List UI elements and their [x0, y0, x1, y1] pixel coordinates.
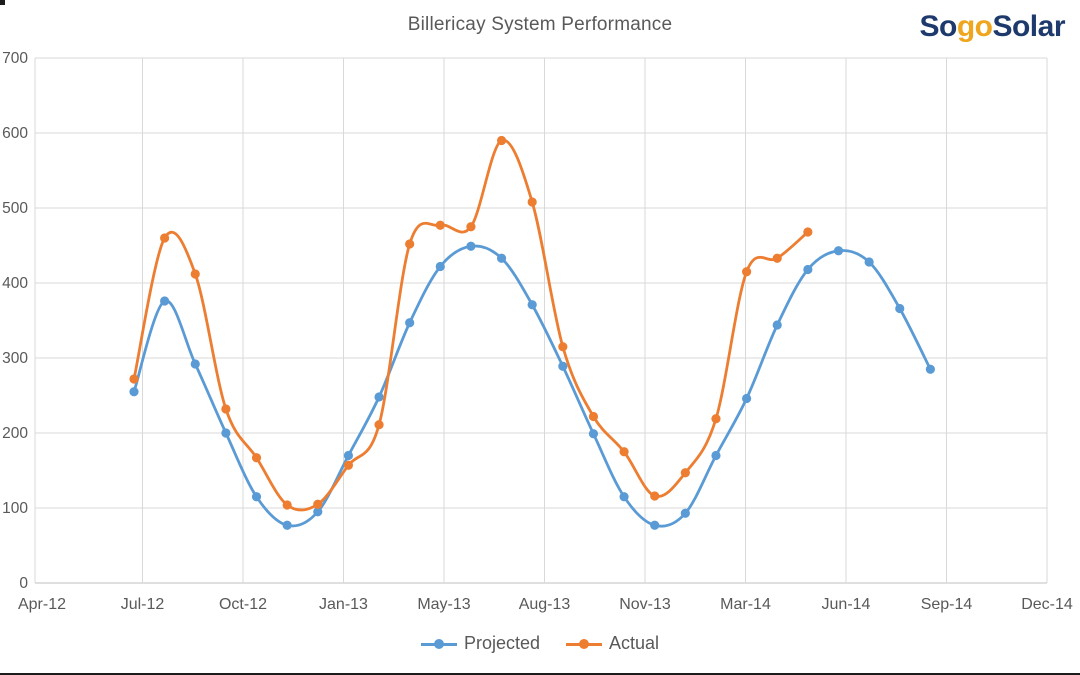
data-point-marker-projected: [650, 520, 660, 530]
data-point-marker-projected: [190, 359, 200, 369]
chart-legend: Projected Actual: [0, 633, 1080, 654]
data-point-marker-projected: [527, 300, 537, 310]
y-tick-label: 700: [2, 50, 28, 67]
data-point-marker-actual: [527, 197, 537, 207]
x-tick-label: Jun-14: [822, 596, 871, 613]
legend-item-projected: Projected: [420, 633, 540, 654]
legend-label-actual: Actual: [609, 633, 660, 653]
y-tick-label: 300: [2, 350, 28, 367]
series-line-projected: [132, 244, 932, 528]
projected-series-marker-icon: [420, 638, 457, 649]
data-point-marker-actual: [405, 239, 415, 249]
data-point-marker-projected: [680, 508, 690, 518]
logo-text-accent: go: [956, 10, 993, 43]
data-point-marker-projected: [619, 492, 629, 502]
data-point-marker-actual: [221, 404, 231, 414]
data-point-marker-projected: [833, 246, 844, 256]
data-point-marker-actual: [160, 233, 170, 243]
data-point-marker-actual: [772, 253, 782, 263]
data-point-marker-projected: [251, 492, 262, 502]
data-point-marker-projected: [925, 364, 935, 374]
data-point-marker-actual: [129, 374, 139, 384]
y-tick-label: 600: [2, 125, 28, 142]
data-point-marker-actual: [619, 447, 629, 457]
data-point-marker-projected: [129, 387, 139, 397]
legend-item-actual: Actual: [566, 633, 659, 654]
data-point-marker-actual: [496, 135, 507, 146]
x-tick-label: Dec-14: [1021, 596, 1073, 613]
data-point-marker-projected: [343, 450, 354, 461]
x-tick-label: Nov-13: [619, 596, 671, 613]
data-point-marker-projected: [160, 296, 170, 306]
y-tick-label: 200: [2, 425, 28, 442]
x-tick-label: Aug-13: [519, 596, 571, 613]
data-point-marker-projected: [374, 392, 384, 402]
data-point-marker-projected: [895, 303, 905, 314]
data-point-marker-actual: [803, 227, 813, 237]
data-point-marker-actual: [650, 491, 660, 501]
data-point-marker-actual: [374, 420, 384, 430]
screenshot-bottom-edge-artifact: [0, 673, 1080, 675]
data-point-marker-actual: [190, 269, 200, 279]
x-tick-label: Jan-13: [319, 596, 368, 613]
data-point-marker-actual: [251, 453, 262, 463]
data-point-marker-actual: [742, 267, 752, 277]
actual-series-marker-icon: [566, 638, 602, 649]
x-tick-label: Apr-12: [18, 596, 66, 613]
data-point-marker-projected: [313, 507, 323, 517]
data-point-marker-projected: [405, 318, 415, 328]
x-tick-label: May-13: [417, 596, 470, 613]
logo-text-suffix: Solar: [992, 10, 1065, 43]
x-tick-label: Jul-12: [121, 596, 165, 613]
data-point-marker-actual: [343, 460, 354, 470]
data-point-marker-projected: [496, 253, 507, 263]
data-point-marker-actual: [466, 222, 476, 232]
data-point-marker-projected: [864, 257, 874, 267]
screenshot-corner-artifact: [0, 0, 5, 5]
data-point-marker-actual: [558, 342, 568, 352]
x-tick-label: Mar-14: [720, 596, 771, 613]
data-point-marker-actual: [711, 414, 721, 424]
data-point-marker-projected: [772, 320, 782, 330]
data-point-marker-actual: [588, 411, 599, 422]
data-point-marker-projected: [588, 429, 599, 439]
data-point-marker-projected: [711, 450, 721, 461]
x-tick-label: Sep-14: [921, 596, 973, 613]
y-tick-label: 500: [2, 200, 28, 217]
y-tick-label: 400: [2, 275, 28, 292]
data-point-marker-projected: [466, 241, 476, 251]
logo-text-prefix: So: [919, 10, 957, 43]
legend-label-projected: Projected: [463, 633, 540, 653]
data-point-marker-projected: [742, 393, 752, 404]
data-point-marker-projected: [558, 361, 568, 371]
sogosolar-logo: SogoSolar: [919, 10, 1065, 44]
data-point-marker-projected: [435, 261, 445, 272]
data-point-marker-projected: [221, 428, 231, 438]
data-point-marker-actual: [282, 500, 292, 510]
y-tick-label: 100: [2, 500, 28, 517]
data-point-marker-actual: [435, 220, 445, 230]
data-point-marker-projected: [282, 520, 292, 530]
y-tick-label: 0: [19, 575, 28, 592]
chart-title: Billericay System Performance: [407, 14, 673, 35]
data-point-marker-projected: [803, 264, 813, 275]
x-tick-label: Oct-12: [219, 596, 267, 613]
data-point-marker-actual: [313, 499, 323, 509]
data-point-marker-actual: [680, 468, 690, 478]
line-chart-plot-area: 0 100 200 300 400 500 600 700 Apr-12 Jul-12 Oct-12…: [2, 50, 1073, 613]
